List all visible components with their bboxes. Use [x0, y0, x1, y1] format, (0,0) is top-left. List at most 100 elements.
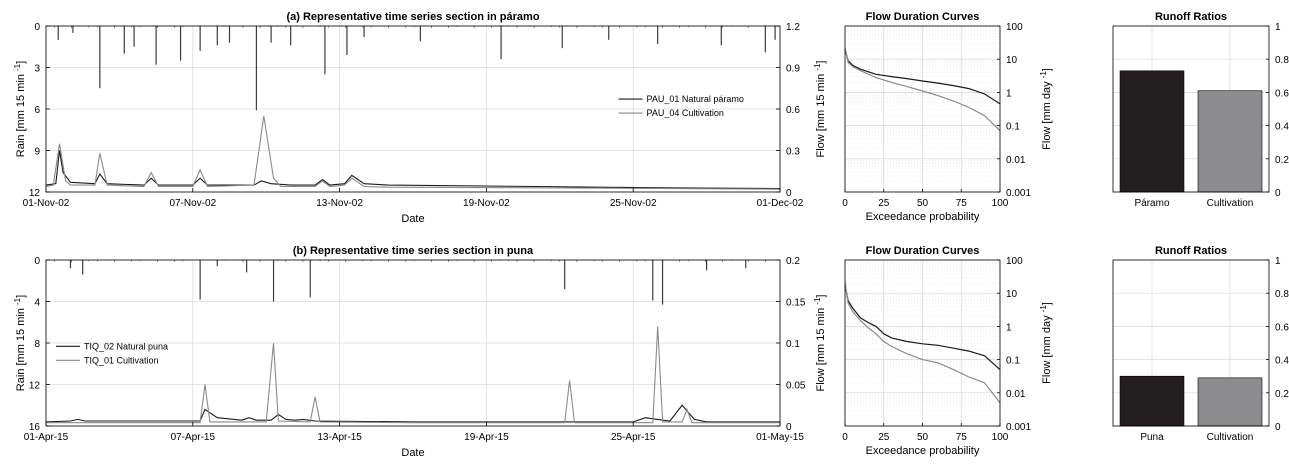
rain-tick-label: 6	[34, 105, 40, 116]
y-tick-label: 0.01	[1006, 155, 1026, 166]
x-tick-label: 01-May-15	[756, 432, 804, 443]
panel-title: Runoff Ratios	[1155, 11, 1227, 23]
flow-tick-label: 0.6	[786, 105, 800, 116]
x-axis-label: Exceedance probability	[866, 211, 980, 223]
y-tick-label: 0	[1275, 188, 1281, 199]
legend-label: TIQ_02 Natural puna	[84, 341, 168, 351]
x-tick-label: 01-Nov-02	[23, 198, 70, 209]
category-label: Cultivation	[1207, 198, 1254, 209]
flow-tick-label: 1.2	[786, 22, 800, 33]
panel-title: (b) Representative time series section i…	[293, 245, 534, 257]
x-tick-label: 13-Nov-02	[316, 198, 363, 209]
x-tick-label: 25	[878, 432, 890, 443]
fdc-series-line	[844, 284, 1001, 371]
y-tick-label: 1	[1275, 256, 1281, 267]
y-tick-label: 1	[1275, 22, 1281, 33]
runoff-bar-1	[1197, 90, 1263, 193]
x-tick-label: 0	[842, 432, 848, 443]
x-tick-label: 25	[878, 198, 890, 209]
panel-title: Flow Duration Curves	[866, 245, 980, 257]
x-tick-label: 75	[956, 198, 968, 209]
timeseries-panel-a: 01-Nov-02 07-Nov-02 13-Nov-02 19-Nov-02 25-N…	[13, 11, 827, 225]
y-tick-label: 10	[1006, 55, 1018, 66]
x-tick-label: 25-Nov-02	[610, 198, 657, 209]
flow-tick-label: 0.15	[786, 298, 806, 309]
flow-tick-label: 0.9	[786, 64, 800, 75]
y-tick-label: 0.2	[1275, 155, 1289, 166]
fdc-series-line	[844, 47, 1001, 132]
x-tick-label: 01-Dec-02	[757, 198, 804, 209]
panel-title: Runoff Ratios	[1155, 245, 1227, 257]
x-tick-label: 75	[956, 432, 968, 443]
y-tick-label: 100	[1006, 22, 1023, 33]
fdc-series-line	[844, 49, 1001, 105]
y-tick-label: 0.4	[1275, 356, 1289, 367]
timeseries-panel-b: 01-Apr-15 07-Apr-15 13-Apr-15 19-Apr-15 25-A…	[13, 245, 827, 459]
flow-tick-label: 0.05	[786, 381, 806, 392]
legend-label: PAU_01 Natural páramo	[647, 94, 744, 104]
y-tick-label: 1	[1006, 88, 1012, 99]
legend-label: TIQ_01 Cultivation	[84, 355, 159, 365]
x-axis-label: Date	[401, 447, 424, 459]
rain-tick-label: 4	[34, 298, 40, 309]
x-tick-label: 100	[992, 432, 1009, 443]
y-tick-label: 0.001	[1006, 188, 1031, 199]
y-tick-label: 0.4	[1275, 122, 1289, 133]
y-tick-label: 0.1	[1006, 122, 1020, 133]
plot-frame	[1112, 259, 1270, 427]
flow-series-line	[45, 115, 781, 190]
y-tick-label: 0.01	[1006, 389, 1026, 400]
flow-tick-label: 0.2	[786, 256, 800, 267]
flow-axis-label: Flow [mm 15 min -1]	[813, 61, 827, 158]
runoff-panel-a-rr: Páramo Cultivation 0 0.2 0.4 0.6 0.8 1 Runoff Ra…	[1112, 11, 1289, 209]
runoff-bar-1	[1197, 377, 1263, 427]
flow-axis-label: Flow [mm 15 min -1]	[813, 295, 827, 392]
category-label: Cultivation	[1207, 432, 1254, 443]
y-axis-label: Flow [mm day -1]	[1039, 302, 1053, 384]
x-tick-label: 19-Nov-02	[463, 198, 510, 209]
x-tick-label: 0	[842, 198, 848, 209]
x-tick-label: 01-Apr-15	[24, 432, 69, 443]
rain-tick-label: 12	[29, 188, 41, 199]
y-axis-label: Flow [mm day -1]	[1039, 68, 1053, 150]
runoff-bar-0	[1119, 375, 1185, 427]
flow-tick-label: 0	[786, 188, 792, 199]
y-tick-label: 100	[1006, 256, 1023, 267]
x-tick-label: 19-Apr-15	[464, 432, 509, 443]
rain-tick-label: 0	[34, 22, 40, 33]
x-tick-label: 50	[917, 198, 929, 209]
fdc-series-line	[844, 281, 1001, 404]
rain-axis-label: Rain [mm 15 min -1]	[13, 295, 27, 391]
y-tick-label: 0.8	[1275, 55, 1289, 66]
rain-axis-label: Rain [mm 15 min -1]	[13, 61, 27, 157]
flow-series-line	[45, 150, 781, 190]
legend: PAU_01 Natural páramo PAU_04 Cultivation	[618, 94, 744, 118]
legend-label: PAU_04 Cultivation	[647, 108, 724, 118]
flow-series-line	[46, 326, 780, 424]
x-tick-label: 100	[992, 198, 1009, 209]
flow-series-line	[45, 404, 780, 423]
y-tick-label: 1	[1006, 322, 1012, 333]
rain-tick-label: 3	[34, 64, 40, 75]
legend: TIQ_02 Natural puna TIQ_01 Cultivation	[56, 341, 168, 365]
x-tick-label: 25-Apr-15	[611, 432, 656, 443]
flow-tick-label: 0	[786, 422, 792, 433]
x-axis-label: Date	[401, 213, 424, 225]
panel-title: (a) Representative time series section i…	[286, 11, 539, 23]
x-tick-label: 13-Apr-15	[317, 432, 362, 443]
y-tick-label: 0	[1275, 422, 1281, 433]
category-label: Puna	[1140, 432, 1164, 443]
rain-tick-label: 9	[34, 147, 40, 158]
x-tick-label: 07-Nov-02	[169, 198, 216, 209]
runoff-panel-b-rr: Puna Cultivation 0 0.2 0.4 0.6 0.8 1 Runoff Rati…	[1112, 245, 1289, 443]
plot-frame	[1112, 25, 1270, 193]
y-tick-label: 0.001	[1006, 422, 1031, 433]
flow-tick-label: 0.3	[786, 147, 800, 158]
y-tick-label: 0.6	[1275, 88, 1289, 99]
flow-tick-label: 0.1	[786, 339, 800, 350]
y-tick-label: 0.1	[1006, 356, 1020, 367]
x-tick-label: 07-Apr-15	[171, 432, 216, 443]
